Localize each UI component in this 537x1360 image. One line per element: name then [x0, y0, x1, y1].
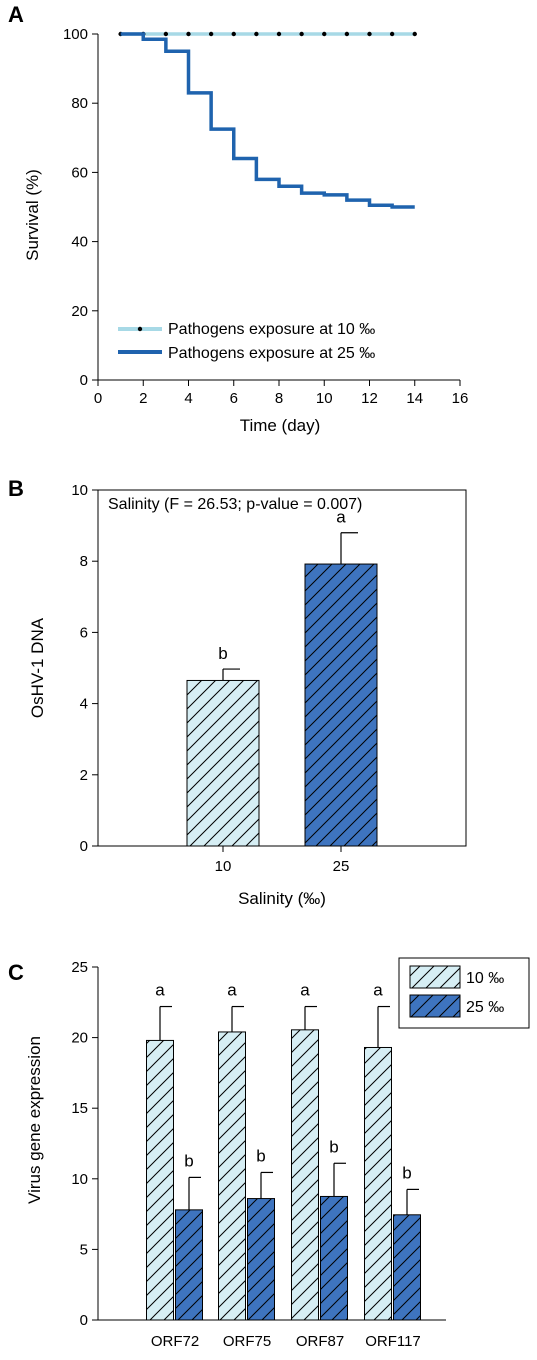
series-point-10: [389, 31, 395, 37]
y-tick-label: 6: [80, 624, 88, 641]
x-tick-label: ORF117: [365, 1333, 421, 1350]
y-tick-label: 25: [71, 959, 88, 976]
legend-label-10: 10 ‰: [466, 970, 504, 987]
y-tick-label: 80: [71, 95, 88, 112]
series-line-25: [120, 32, 415, 209]
x-tick-label: 12: [361, 390, 378, 407]
y-tick-label: 4: [80, 696, 88, 713]
x-tick-label: 25: [333, 858, 350, 875]
y-tick-label: 2: [80, 767, 88, 784]
sig-letter: a: [373, 981, 383, 1000]
bar-ORF75-10: [218, 1031, 246, 1321]
x-tick-label: 2: [139, 390, 147, 407]
sig-letter: a: [300, 981, 310, 1000]
sig-letter: b: [184, 1151, 193, 1170]
panel-b-xlabel: Salinity (‰): [238, 889, 326, 908]
sig-letter: a: [336, 508, 346, 527]
sig-letter: b: [402, 1163, 411, 1182]
series-point-10: [412, 31, 417, 37]
y-tick-label: 20: [71, 303, 88, 320]
sig-letter: a: [155, 981, 165, 1000]
x-tick-label: 14: [406, 390, 423, 407]
y-tick-label: 40: [71, 234, 88, 251]
y-tick-label: 10: [71, 482, 88, 499]
bar-ORF87-25: [320, 1195, 348, 1321]
series-point-10: [186, 31, 191, 37]
bar-ORF117-10: [364, 1046, 392, 1321]
panel-b-ylabel: OsHV-1 DNA: [28, 617, 47, 718]
x-tick-label: 0: [94, 390, 102, 407]
y-tick-label: 5: [80, 1241, 88, 1258]
x-tick-label: ORF72: [151, 1333, 199, 1350]
panel-a-legend: Pathogens exposure at 10 ‰ Pathogens exp…: [118, 321, 375, 362]
panel-a-xlabel: Time (day): [240, 416, 321, 435]
series-point-10: [276, 31, 282, 37]
panel-a-plot: 0 20 40 60 80 100 0 2 4 6 8 10 12 14 16: [63, 26, 468, 407]
legend-label-25: 25 ‰: [466, 999, 504, 1016]
legend-swatch-10: [409, 965, 461, 989]
series-point-10: [367, 31, 372, 37]
panel-b-plot: 0 2 4 6 8 10 b 10 a 25: [71, 482, 467, 875]
series-point-10: [163, 31, 169, 37]
y-tick-label: 20: [71, 1030, 88, 1047]
series-point-10: [231, 31, 236, 37]
panel-c-letter: C: [8, 960, 24, 985]
legend-label-25: Pathogens exposure at 25 ‰: [168, 345, 375, 362]
y-tick-label: 60: [71, 164, 88, 181]
x-tick-label: ORF75: [223, 1333, 271, 1350]
y-tick-label: 8: [80, 553, 88, 570]
y-tick-label: 100: [63, 26, 88, 43]
y-tick-label: 0: [80, 372, 88, 389]
panel-c-ylabel: Virus gene expression: [25, 1036, 44, 1204]
bar-10: [186, 679, 260, 847]
y-tick-label: 0: [80, 1312, 88, 1329]
panel-a-letter: A: [8, 2, 24, 27]
x-tick-label: ORF87: [296, 1333, 344, 1350]
panel-b-letter: B: [8, 476, 24, 501]
series-point-10: [254, 31, 259, 37]
bar-ORF72-10: [146, 1039, 174, 1321]
x-tick-label: 6: [230, 390, 238, 407]
y-tick-label: 0: [80, 838, 88, 855]
panel-b: B 0 2 4 6 8 10 b 10 a 25 Salinity (F = 26.53; p-v…: [8, 476, 467, 908]
x-tick-label: 10: [215, 858, 232, 875]
sig-letter: b: [329, 1137, 338, 1156]
y-tick-label: 10: [71, 1171, 88, 1188]
panel-b-annotation: Salinity (F = 26.53; p-value = 0.007): [108, 496, 362, 513]
bar-ORF75-25: [247, 1198, 275, 1321]
panel-c: C 0 5 10 15 20 25 a b ORF72 a b ORF75 a b ORF87 a b ORF11…: [8, 957, 530, 1350]
series-point-10: [344, 31, 350, 37]
panel-a-ylabel: Survival (%): [23, 169, 42, 261]
sig-letter: b: [256, 1146, 265, 1165]
panel-c-legend: 10 ‰ 25 ‰: [398, 957, 530, 1029]
x-tick-label: 4: [184, 390, 192, 407]
y-tick-label: 15: [71, 1100, 88, 1117]
x-tick-label: 10: [316, 390, 333, 407]
plot-frame: [97, 489, 467, 847]
bar-ORF72-25: [175, 1209, 203, 1321]
sig-letter: b: [218, 644, 227, 663]
legend-label-10: Pathogens exposure at 10 ‰: [168, 321, 375, 338]
bar-ORF87-10: [291, 1029, 319, 1321]
bar-ORF117-25: [393, 1214, 421, 1321]
series-point-10: [322, 31, 327, 37]
series-point-10: [208, 31, 214, 37]
x-tick-label: 8: [275, 390, 283, 407]
panel-c-plot: 0 5 10 15 20 25 a b ORF72 a b ORF75 a b ORF87 a b ORF117: [71, 959, 446, 1350]
x-tick-label: 16: [452, 390, 469, 407]
panel-a: A 0 20 40 60 80 100 0 2 4 6 8 10 12 14 16 Time (day) S…: [8, 2, 468, 435]
series-point-10: [299, 31, 304, 37]
legend-marker-10: [137, 326, 143, 332]
bar-25: [304, 563, 378, 847]
sig-letter: a: [227, 981, 237, 1000]
legend-swatch-25: [409, 994, 461, 1018]
